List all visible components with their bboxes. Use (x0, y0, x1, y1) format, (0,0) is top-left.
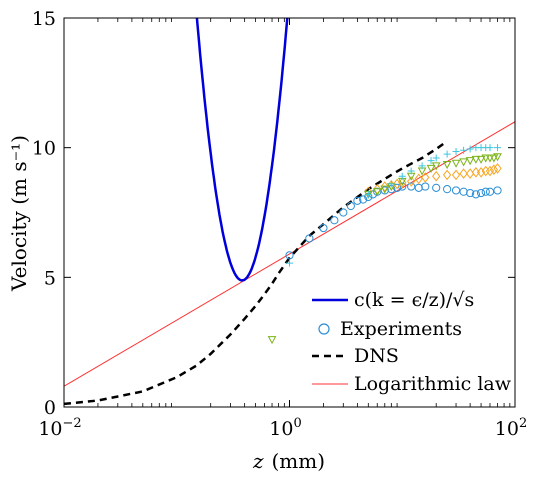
experiment-diamond-point (489, 164, 499, 176)
y-tick-label: 0 (44, 397, 56, 419)
experiment-triangle-point (267, 336, 277, 345)
legend-swatch-experiments (318, 323, 330, 335)
experiment-diamond-point (414, 173, 423, 185)
experiment-plus-point (494, 144, 502, 152)
experiment-diamond-point (442, 169, 452, 181)
experiment-plus-point (387, 180, 395, 188)
experiment-diamond-point (380, 181, 389, 192)
experiment-plus-point (407, 167, 415, 175)
legend-label-model: c(k = ϵ/z)/√s (354, 289, 474, 311)
experiment-plus-point (418, 162, 426, 170)
y-axis-label: Velocity (m s⁻¹) (7, 135, 31, 292)
experiment-diamond-point (476, 166, 486, 178)
experiment-plus-point (427, 157, 435, 165)
experiment-circle-point (319, 223, 328, 233)
legend-label-log-law: Logarithmic law (354, 373, 512, 395)
experiment-circle-point (471, 190, 480, 199)
experiment-triangle-point (380, 185, 390, 194)
experiment-circle-point (285, 251, 294, 260)
experiment-triangle-point (431, 162, 441, 171)
experiment-triangle-point (471, 155, 481, 164)
experiment-circle-point (346, 201, 355, 211)
experiment-plus-point (452, 148, 460, 156)
experiment-circle-point (353, 196, 362, 205)
dns-curve (64, 140, 448, 406)
experiment-diamond-point (407, 176, 416, 187)
x-tick-label: 102 (495, 416, 527, 440)
experiment-circle-point (493, 186, 502, 195)
y-tick-label: 5 (44, 267, 56, 289)
y-tick-label: 15 (32, 8, 56, 30)
experiment-circle-point (432, 183, 441, 192)
experiment-circle-point (392, 183, 402, 192)
experiment-circle-point (443, 185, 452, 194)
experiment-circle-point (466, 188, 475, 198)
series-layer (64, 18, 515, 406)
experiment-diamond-point (373, 183, 382, 195)
experiment-plus-point (286, 259, 293, 267)
experiment-circle-point (481, 187, 490, 196)
experiment-triangle-point (476, 155, 486, 164)
experiment-circle-point (451, 186, 461, 195)
experiment-plus-point (364, 190, 372, 198)
experiment-plus-point (460, 146, 468, 154)
experiment-triangle-point (493, 153, 502, 162)
legend-label-experiments: Experiments (340, 318, 462, 340)
experiment-plus-point (486, 144, 494, 152)
experiment-plus-point (398, 172, 406, 180)
experiment-plus-point (466, 145, 474, 153)
experiment-circle-point (421, 182, 430, 191)
experiment-circle-point (359, 195, 368, 204)
experiment-diamond-point (421, 172, 430, 183)
experiment-plus-point (443, 150, 451, 158)
experiment-diamond-point (459, 168, 468, 179)
model-curve (195, 18, 289, 282)
experiment-triangle-point (489, 154, 499, 163)
experiment-diamond-point (493, 163, 502, 174)
x-axis-label: z (mm) (252, 449, 325, 473)
experiment-circle-point (330, 216, 339, 225)
legend: c(k = ϵ/z)/√s Experiments DNS Logarithmi… (312, 289, 512, 395)
experiment-diamond-point (485, 165, 495, 177)
legend-label-dns: DNS (354, 345, 399, 367)
experiment-triangle-point (372, 188, 382, 197)
experiment-diamond-point (451, 169, 461, 181)
log-law-line (64, 121, 515, 387)
experiment-triangle-point (442, 161, 452, 170)
experiment-triangle-point (426, 164, 436, 173)
experiment-circle-point (407, 182, 416, 191)
experiment-circle-point (485, 187, 495, 196)
experiment-plus-point (432, 154, 440, 162)
experiment-triangle-point (481, 154, 491, 163)
x-tick-label: 10−2 (38, 416, 81, 440)
experiment-triangle-point (459, 158, 468, 167)
experiment-circle-point (305, 234, 314, 243)
experiment-triangle-point (465, 157, 475, 166)
experiment-triangle-point (451, 159, 461, 168)
experiment-diamond-point (432, 170, 441, 182)
y-tick-label: 10 (32, 138, 56, 160)
experiment-circle-point (476, 188, 486, 198)
experiment-circle-point (339, 208, 348, 217)
tick-layer: 10−2 100 102 0 5 10 15 (32, 8, 527, 440)
plot-area (64, 18, 515, 407)
x-tick-label: 100 (269, 416, 301, 440)
